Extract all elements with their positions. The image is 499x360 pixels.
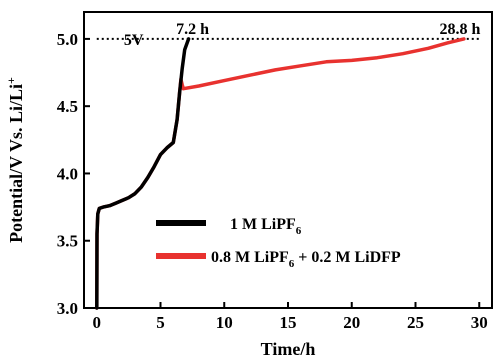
y-tick-label: 4.0 bbox=[57, 164, 78, 183]
x-tick-label: 0 bbox=[93, 313, 102, 332]
legend-label-1: 1 M LiPF6 bbox=[230, 216, 302, 237]
series-line-0 bbox=[95, 37, 191, 310]
x-tick-label: 15 bbox=[280, 313, 297, 332]
x-axis-ticks: 0 5 10 15 20 25 30 bbox=[93, 302, 488, 332]
y-axis-title: Potential/V Vs. Li/Li+ bbox=[4, 77, 26, 243]
y-tick-label: 4.5 bbox=[57, 97, 78, 116]
x-tick-label: 30 bbox=[471, 313, 488, 332]
x-tick-label: 10 bbox=[216, 313, 233, 332]
legend-label-2: 0.8 M LiPF6 + 0.2 M LiDFP bbox=[211, 249, 401, 270]
y-tick-label: 3.0 bbox=[57, 299, 78, 318]
x-tick-label: 25 bbox=[407, 313, 424, 332]
series-layer bbox=[95, 37, 466, 310]
annotation-7-2h: 7.2 h bbox=[176, 21, 209, 38]
x-axis-title: Time/h bbox=[261, 339, 316, 359]
y-axis-ticks: 3.0 3.5 4.0 4.5 5.0 bbox=[57, 30, 90, 318]
legend: 1 M LiPF6 0.8 M LiPF6 + 0.2 M LiDFP bbox=[156, 216, 401, 270]
annotation-28-8h: 28.8 h bbox=[439, 21, 480, 38]
x-tick-label: 20 bbox=[343, 313, 360, 332]
y-tick-label: 3.5 bbox=[57, 232, 78, 251]
x-tick-label: 5 bbox=[156, 313, 165, 332]
annotation-5v: 5V bbox=[124, 32, 144, 49]
y-tick-label: 5.0 bbox=[57, 30, 78, 49]
